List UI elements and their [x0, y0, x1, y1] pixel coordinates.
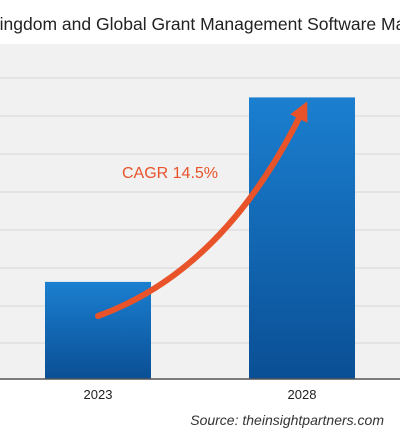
x-tick-label-2028: 2028 [288, 387, 317, 402]
cagr-arrow [95, 101, 308, 319]
x-tick-label-2023: 2023 [84, 387, 113, 402]
bar-2028 [249, 97, 355, 380]
cagr-label: CAGR 14.5% [122, 165, 218, 182]
chart-title: Kingdom and Global Grant Management Soft… [0, 14, 400, 34]
bars [45, 97, 355, 380]
x-tick-labels: 2023 2028 [84, 387, 317, 402]
source-credit: Source: theinsightpartners.com [190, 412, 384, 428]
